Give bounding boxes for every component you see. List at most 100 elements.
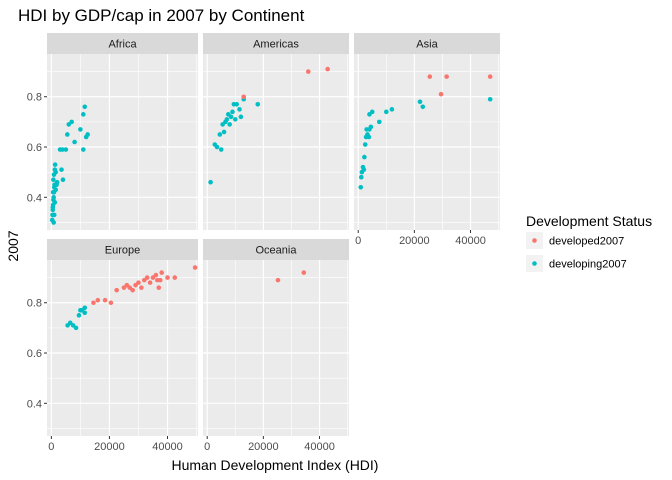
data-point-developing2007 [227, 122, 232, 127]
data-point-developed2007 [156, 285, 162, 290]
data-point-developing2007 [366, 134, 372, 140]
data-point-developed2007 [130, 287, 135, 293]
facet-strip-europe [47, 239, 198, 260]
y-tick-label: 0.6 [27, 348, 42, 360]
data-point-developing2007 [60, 177, 66, 183]
x-axis-title: Human Development Index (HDI) [172, 457, 379, 473]
data-point-developing2007 [60, 147, 65, 152]
facet-panel-americas [203, 54, 349, 230]
y-tick-label: 0.8 [27, 92, 42, 104]
y-tick-label: 0.6 [27, 142, 42, 154]
legend-label-developing2007: developing2007 [549, 259, 627, 271]
legend-key-developed2007 [532, 238, 537, 243]
y-tick-label: 0.4 [27, 192, 42, 204]
data-point-developing2007 [51, 212, 57, 218]
data-point-developing2007 [80, 112, 86, 117]
x-tick-label: 20000 [94, 441, 125, 453]
data-point-developed2007 [155, 277, 160, 283]
data-point-developing2007 [82, 310, 88, 316]
facet-panel-africa [47, 54, 198, 230]
data-point-developing2007 [368, 124, 374, 130]
data-point-developing2007 [51, 177, 56, 183]
data-point-developing2007 [369, 109, 375, 115]
data-point-developing2007 [230, 109, 235, 115]
data-point-developed2007 [136, 280, 141, 285]
data-point-developing2007 [234, 101, 239, 107]
data-point-developing2007 [358, 184, 364, 190]
data-point-developed2007 [444, 74, 449, 79]
data-point-developing2007 [51, 195, 56, 200]
data-point-developed2007 [165, 275, 170, 280]
data-point-developed2007 [91, 300, 96, 306]
y-axis-title: 2007 [5, 230, 21, 261]
data-point-developing2007 [65, 132, 70, 137]
x-tick-label: 20000 [399, 235, 430, 247]
facet-europe: Europe 0.4 0.6 0.8 0 20000 40000 [27, 239, 198, 453]
legend: Development Status developed2007 developi… [526, 213, 652, 272]
facet-strip-label-oceania: Oceania [256, 245, 298, 257]
x-tick-label: 40000 [304, 441, 335, 453]
data-point-developing2007 [238, 114, 244, 120]
data-point-developing2007 [63, 147, 69, 152]
legend-label-developed2007: developed2007 [549, 236, 624, 248]
data-point-developed2007 [427, 74, 433, 79]
data-point-developing2007 [69, 119, 74, 125]
data-point-developing2007 [362, 154, 367, 160]
data-point-developed2007 [192, 265, 198, 270]
x-tick-label: 0 [355, 235, 361, 247]
x-tick-label: 40000 [455, 235, 486, 247]
data-point-developed2007 [325, 66, 330, 72]
data-point-developed2007 [301, 270, 307, 275]
facet-africa: Africa 0.4 0.6 0.8 [27, 33, 198, 230]
x-tick-label: 0 [48, 441, 54, 453]
facet-strip-africa [47, 33, 198, 54]
data-point-developing2007 [389, 107, 395, 112]
data-point-developed2007 [487, 74, 493, 79]
data-point-developing2007 [53, 169, 59, 175]
data-point-developing2007 [417, 99, 423, 105]
data-point-developing2007 [82, 104, 88, 110]
data-point-developed2007 [108, 300, 114, 306]
data-point-developing2007 [208, 179, 213, 185]
data-point-developed2007 [159, 270, 165, 275]
data-point-developing2007 [50, 189, 56, 195]
data-point-developed2007 [153, 272, 159, 278]
data-point-developing2007 [376, 119, 382, 125]
facet-panel-asia [354, 54, 500, 230]
data-point-developed2007 [144, 275, 150, 280]
data-point-developing2007 [59, 167, 64, 172]
facet-strip-label-americas: Americas [253, 39, 299, 51]
facet-strip-label-asia: Asia [416, 39, 438, 51]
data-point-developing2007 [82, 305, 88, 311]
data-point-developing2007 [237, 107, 242, 112]
data-point-developing2007 [420, 104, 426, 110]
data-point-developing2007 [487, 96, 493, 102]
data-point-developing2007 [218, 147, 224, 152]
facet-strip-oceania [203, 239, 349, 260]
facet-oceania: Oceania 0 20000 40000 [203, 239, 349, 453]
data-point-developed2007 [438, 91, 444, 97]
x-tick-label: 20000 [248, 441, 279, 453]
data-point-developed2007 [305, 69, 311, 74]
facet-panel-oceania [203, 260, 349, 436]
data-point-developing2007 [228, 114, 234, 120]
data-point-developing2007 [383, 109, 389, 115]
data-point-developing2007 [51, 220, 56, 225]
data-point-developed2007 [114, 287, 119, 293]
data-point-developing2007 [80, 147, 86, 152]
data-point-developing2007 [359, 174, 364, 180]
data-point-developing2007 [52, 162, 58, 167]
data-point-developed2007 [95, 297, 101, 303]
facet-strip-americas [203, 33, 349, 54]
facet-asia: Asia 0 20000 40000 [354, 33, 500, 247]
data-point-developing2007 [85, 132, 90, 137]
facet-strip-label-europe: Europe [105, 245, 140, 257]
data-point-developed2007 [147, 280, 153, 285]
data-point-developed2007 [172, 275, 178, 280]
data-point-developing2007 [214, 144, 220, 150]
facet-americas: Americas [203, 33, 349, 230]
data-point-developed2007 [139, 285, 144, 290]
data-point-developing2007 [217, 132, 223, 137]
